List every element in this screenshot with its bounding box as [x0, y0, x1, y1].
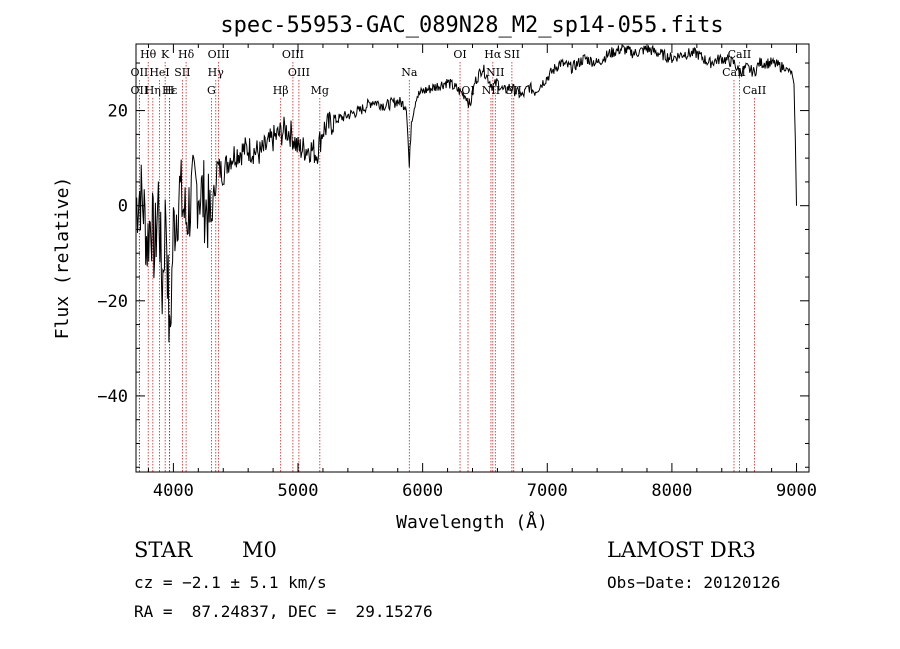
line-label-8: CaII [728, 48, 752, 61]
y-axis-label: Flux (relative) [52, 177, 73, 340]
object-subclass: M0 [242, 538, 277, 562]
line-label-12: Hγ [208, 66, 225, 79]
emission-line-markers [138, 62, 755, 472]
x-tick-label-9000: 9000 [776, 481, 817, 501]
line-label-9: OII [131, 66, 149, 79]
spectrum-chart: spec-55953-GAC_089N28_M2_sp14-055.fits H… [52, 13, 817, 533]
object-type: STAR [134, 538, 193, 562]
line-label-25: NII [482, 84, 500, 97]
x-tick-label-7000: 7000 [527, 481, 568, 501]
chart-title: spec-55953-GAC_089N28_M2_sp14-055.fits [220, 13, 723, 38]
line-label-11: SII [174, 66, 190, 79]
line-label-21: G [207, 84, 216, 97]
survey-name: LAMOST DR3 [607, 538, 756, 562]
y-tick-label-0: 0 [118, 197, 128, 217]
plot-frame [135, 43, 810, 473]
x-tick-label-5000: 5000 [278, 481, 319, 501]
line-label-10: HeI [149, 66, 169, 79]
sky-coordinates: RA = 87.24837, DEC = 29.15276 [134, 602, 433, 621]
line-label-22: Hβ [273, 84, 289, 97]
y-tick-label--40: −40 [97, 387, 128, 407]
x-axis-label: Wavelength (Å) [396, 511, 548, 533]
flux-series-line [135, 44, 797, 343]
line-label-24: OI [461, 84, 474, 97]
x-axis-ticks: 4000 5000 6000 7000 8000 9000 [147, 44, 817, 501]
line-label-27: CaII [743, 84, 767, 97]
y-tick-label--20: −20 [97, 292, 128, 312]
line-label-0: Hθ [140, 48, 157, 61]
line-label-13: OIII [288, 66, 310, 79]
line-label-7: SII [504, 48, 520, 61]
x-tick-label-6000: 6000 [402, 481, 443, 501]
x-tick-label-8000: 8000 [651, 481, 692, 501]
redshift-velocity: cz = −2.1 ± 5.1 km/s [134, 573, 327, 592]
line-label-23: Mg [311, 84, 329, 97]
line-label-5: OI [453, 48, 466, 61]
y-tick-label-20: 20 [108, 102, 128, 122]
y-axis-ticks: −40 −20 0 20 [97, 62, 809, 468]
x-tick-label-4000: 4000 [153, 481, 194, 501]
line-label-17: OII [131, 84, 149, 97]
line-label-18: Hε [162, 84, 178, 97]
line-label-15: NII [486, 66, 504, 79]
line-label-6: Hα [484, 48, 502, 61]
line-label-20: H [165, 84, 175, 97]
line-label-1: K [161, 48, 170, 61]
line-label-14: Na [401, 66, 418, 79]
line-label-4: OIII [282, 48, 304, 61]
line-label-2: Hδ [178, 48, 195, 61]
line-label-19: Hη [145, 84, 161, 97]
observation-date: Obs−Date: 20120126 [607, 573, 781, 592]
line-label-3: OIII [208, 48, 230, 61]
